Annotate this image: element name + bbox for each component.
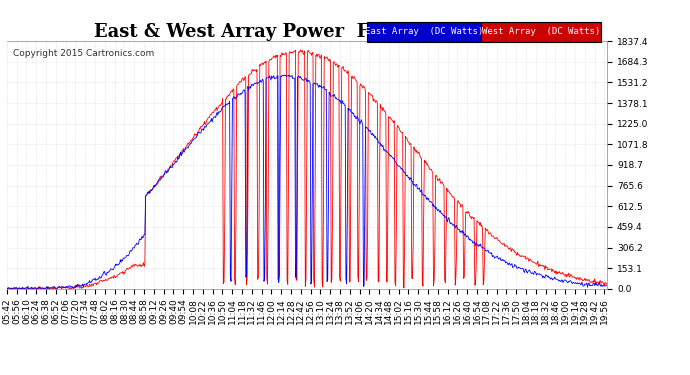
- Text: Copyright 2015 Cartronics.com: Copyright 2015 Cartronics.com: [13, 49, 154, 58]
- Text: West Array  (DC Watts): West Array (DC Watts): [482, 27, 600, 36]
- Text: East Array  (DC Watts): East Array (DC Watts): [365, 27, 483, 36]
- Title: East & West Array Power  Fri Jul 31  20:13: East & West Array Power Fri Jul 31 20:13: [94, 23, 520, 41]
